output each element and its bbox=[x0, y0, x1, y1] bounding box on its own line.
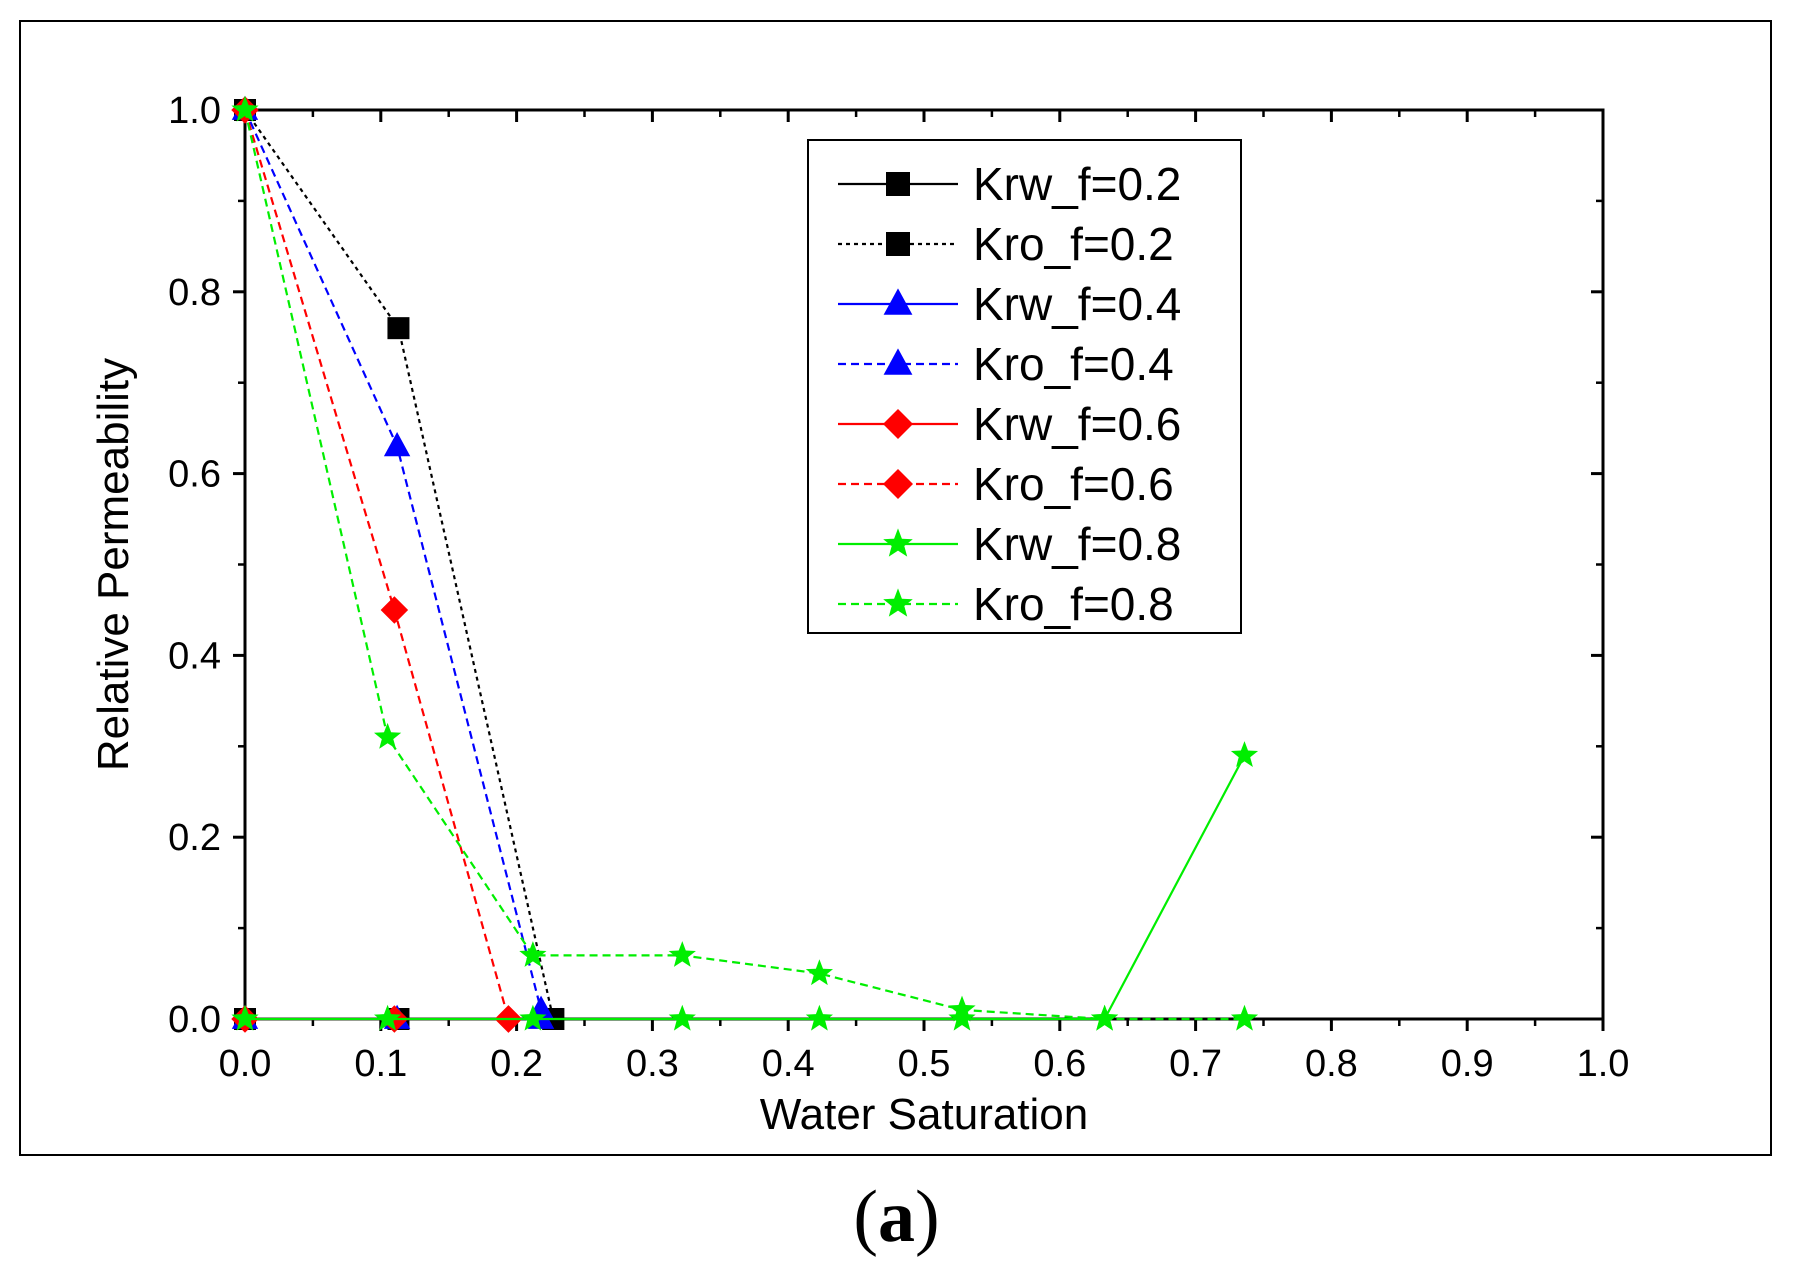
series-line bbox=[243, 109, 510, 1020]
y-tick-label: 0.6 bbox=[168, 454, 221, 496]
data-point bbox=[374, 1004, 402, 1031]
y-tick-label: 0.4 bbox=[168, 635, 221, 677]
legend-label: Krw_f=0.4 bbox=[973, 278, 1181, 330]
legend-marker bbox=[886, 172, 910, 196]
series-kro-f-0-4 bbox=[231, 95, 555, 1020]
caption-close-paren: ) bbox=[915, 1176, 940, 1258]
data-point bbox=[1091, 1004, 1119, 1031]
legend-label: Krw_f=0.6 bbox=[973, 398, 1181, 450]
caption-label: a bbox=[878, 1176, 915, 1258]
data-point bbox=[231, 1004, 259, 1031]
series-line bbox=[243, 109, 543, 1011]
series-line bbox=[245, 754, 1246, 1021]
relative-permeability-chart: 0.0 0.1 0.2 0.3 0.4 0.5 0.6 0.7 0.8 0.9 1.0 0.0 0.2 0… bbox=[89, 90, 1630, 1139]
legend-marker bbox=[883, 528, 913, 557]
legend-marker bbox=[883, 469, 913, 499]
data-point bbox=[805, 1004, 833, 1031]
legend-box bbox=[807, 139, 1242, 634]
series-kro-f-0-8 bbox=[231, 95, 1259, 1031]
data-point bbox=[231, 95, 259, 122]
x-axis-label: Water Saturation bbox=[760, 1090, 1089, 1139]
legend-marker bbox=[883, 288, 913, 315]
legend-marker bbox=[883, 588, 913, 617]
x-tick-label: 0.6 bbox=[1033, 1043, 1086, 1085]
data-point bbox=[380, 596, 409, 624]
legend-marker bbox=[883, 348, 913, 375]
legend-label: Kro_f=0.6 bbox=[973, 458, 1174, 510]
data-point bbox=[668, 941, 696, 967]
data-point bbox=[387, 317, 410, 340]
x-tick-label: 0.0 bbox=[219, 1043, 272, 1085]
figure-caption: (a) bbox=[0, 1175, 1793, 1260]
series-line bbox=[243, 109, 1245, 1021]
y-tick-label: 1.0 bbox=[168, 90, 221, 132]
legend-marker bbox=[883, 409, 913, 439]
legend-label: Kro_f=0.4 bbox=[973, 338, 1174, 390]
legend-marker bbox=[886, 232, 910, 256]
data-point bbox=[948, 1004, 976, 1031]
data-point bbox=[383, 432, 411, 457]
data-point bbox=[1230, 741, 1259, 767]
series-krw-f-0-8 bbox=[231, 741, 1259, 1031]
y-tick-label: 0.0 bbox=[168, 999, 221, 1041]
data-point bbox=[668, 1004, 696, 1031]
y-tick-label: 0.8 bbox=[168, 272, 221, 314]
data-point bbox=[519, 1004, 547, 1031]
data-point bbox=[805, 959, 833, 986]
data-point bbox=[374, 722, 402, 749]
y-tick-label: 0.2 bbox=[168, 817, 221, 859]
x-tick-label: 0.2 bbox=[490, 1043, 543, 1085]
x-tick-label: 0.1 bbox=[354, 1043, 407, 1085]
legend-label: Kro_f=0.2 bbox=[973, 218, 1174, 270]
data-point bbox=[1230, 1004, 1259, 1031]
figure-frame bbox=[19, 20, 1772, 1156]
caption-open-paren: ( bbox=[853, 1176, 878, 1258]
legend-label: Kro_f=0.8 bbox=[973, 578, 1174, 630]
data-point bbox=[948, 995, 976, 1022]
x-tick-label: 0.4 bbox=[762, 1043, 815, 1085]
x-tick-label: 0.3 bbox=[626, 1043, 679, 1085]
series-line bbox=[244, 109, 555, 1020]
x-tick-label: 0.9 bbox=[1441, 1043, 1494, 1085]
y-axis-label: Relative Permeability bbox=[89, 358, 138, 771]
x-tick-label: 1.0 bbox=[1577, 1043, 1630, 1085]
data-point bbox=[519, 941, 547, 967]
x-tick-label: 0.7 bbox=[1169, 1043, 1222, 1085]
legend-label: Krw_f=0.8 bbox=[973, 518, 1181, 570]
x-tick-label: 0.8 bbox=[1305, 1043, 1358, 1085]
legend-label: Krw_f=0.2 bbox=[973, 158, 1181, 210]
x-tick-label: 0.5 bbox=[898, 1043, 951, 1085]
